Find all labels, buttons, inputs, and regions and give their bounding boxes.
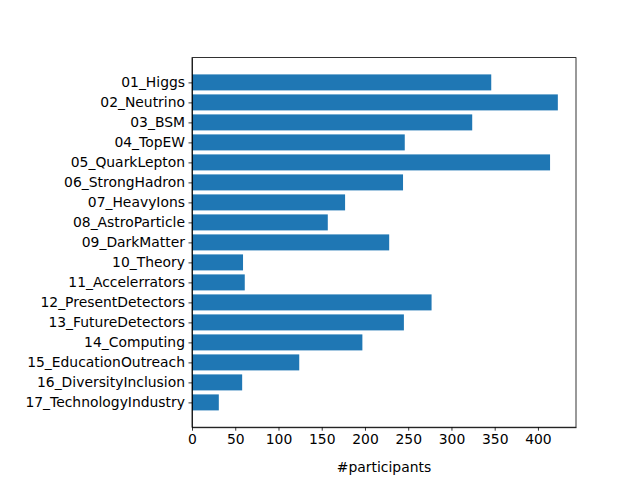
bar [192,374,242,390]
x-tick-label: 300 [439,431,466,447]
y-tick-mark [189,202,193,203]
y-tick-mark [189,382,193,383]
y-tick-label: 16_DiversityInclusion [37,374,185,390]
x-tick: 200 [352,427,379,447]
y-axis-line [192,58,193,428]
y-tick-label: 02_Neutrino [100,94,185,110]
y-tick-label: 08_AstroParticle [73,214,185,230]
y-tick: 11_Accelerrators [68,274,192,290]
x-tick: 300 [439,427,466,447]
bar [192,154,550,170]
y-tick-label: 15_EducationOutreach [27,354,185,370]
y-tick: 02_Neutrino [100,94,192,110]
x-tick-label: 50 [227,431,245,447]
y-tick-label: 03_BSM [130,114,185,130]
bar [192,274,245,290]
x-tick-label: 0 [188,431,197,447]
y-tick-mark [189,182,193,183]
y-tick: 12_PresentDetectors [40,294,192,310]
y-tick: 09_DarkMatter [82,234,192,250]
y-tick-label: 09_DarkMatter [82,234,186,250]
bar [192,214,328,230]
bar [192,254,243,270]
y-tick-label: 07_HeavyIons [88,194,185,210]
y-tick-mark [189,222,193,223]
bar [192,134,405,150]
x-tick: 250 [395,427,422,447]
y-tick-mark [189,162,193,163]
y-tick-label: 05_QuarkLepton [71,154,185,170]
y-tick: 07_HeavyIons [88,194,192,210]
y-tick: 05_QuarkLepton [71,154,192,170]
y-tick-label: 11_Accelerrators [68,274,185,290]
y-tick-mark [189,142,193,143]
y-tick-mark [189,282,193,283]
bar [192,354,299,370]
x-axis: 0 50 100 150 200 250 300 350 400 [188,427,576,447]
bar [192,114,472,130]
y-tick: 04_TopEW [114,134,192,150]
x-tick: 0 [188,427,197,447]
y-tick: 10_Theory [112,254,192,270]
bar [192,294,432,310]
x-tick: 350 [482,427,509,447]
y-tick-mark [189,402,193,403]
bar [192,74,491,90]
y-axis: 01_Higgs 02_Neutrino 03_BSM 04_TopEW 05_Quar… [25,58,192,428]
chart: 0 50 100 150 200 250 300 350 400 01_Higgs 02_Neutr… [0,0,640,480]
y-tick-mark [189,242,193,243]
x-axis-line [193,427,577,428]
bar [192,174,403,190]
y-tick: 03_BSM [130,114,192,130]
x-tick-label: 200 [352,431,379,447]
x-tick-label: 150 [309,431,336,447]
y-tick-mark [189,342,193,343]
y-tick-mark [189,102,193,103]
y-tick-label: 14_Computing [84,334,185,350]
y-tick: 13_FutureDetectors [48,314,192,330]
y-tick-mark [189,82,193,83]
y-tick-label: 17_TechnologyIndustry [25,394,185,410]
bar [192,94,558,110]
y-tick-mark [189,122,193,123]
y-tick-mark [189,322,193,323]
y-tick: 01_Higgs [121,74,192,90]
x-tick-label: 100 [266,431,293,447]
y-tick: 15_EducationOutreach [27,354,192,370]
y-tick-label: 06_StrongHadron [64,174,185,190]
y-tick-label: 01_Higgs [121,74,185,90]
bar [192,394,219,410]
y-tick-label: 10_Theory [112,254,185,270]
x-tick-label: 250 [395,431,422,447]
x-tick-label: 350 [482,431,509,447]
x-tick: 400 [525,427,552,447]
bar [192,194,345,210]
y-tick: 08_AstroParticle [73,214,192,230]
x-tick: 100 [266,427,293,447]
y-tick: 14_Computing [84,334,192,350]
y-tick: 17_TechnologyIndustry [25,394,192,410]
y-tick-mark [189,302,193,303]
bar [192,314,404,330]
y-tick-label: 13_FutureDetectors [48,314,185,330]
x-tick: 150 [309,427,336,447]
plot-frame [192,58,576,428]
y-tick-mark [189,262,193,263]
bar [192,334,362,350]
y-tick-mark [189,362,193,363]
y-tick-label: 12_PresentDetectors [40,294,185,310]
y-tick-label: 04_TopEW [114,134,185,150]
y-tick: 16_DiversityInclusion [37,374,192,390]
bars [192,74,558,410]
x-tick: 50 [227,427,245,447]
x-tick-label: 400 [525,431,552,447]
x-axis-title: #participants [337,459,431,475]
y-tick: 06_StrongHadron [64,174,192,190]
bar [192,234,389,250]
